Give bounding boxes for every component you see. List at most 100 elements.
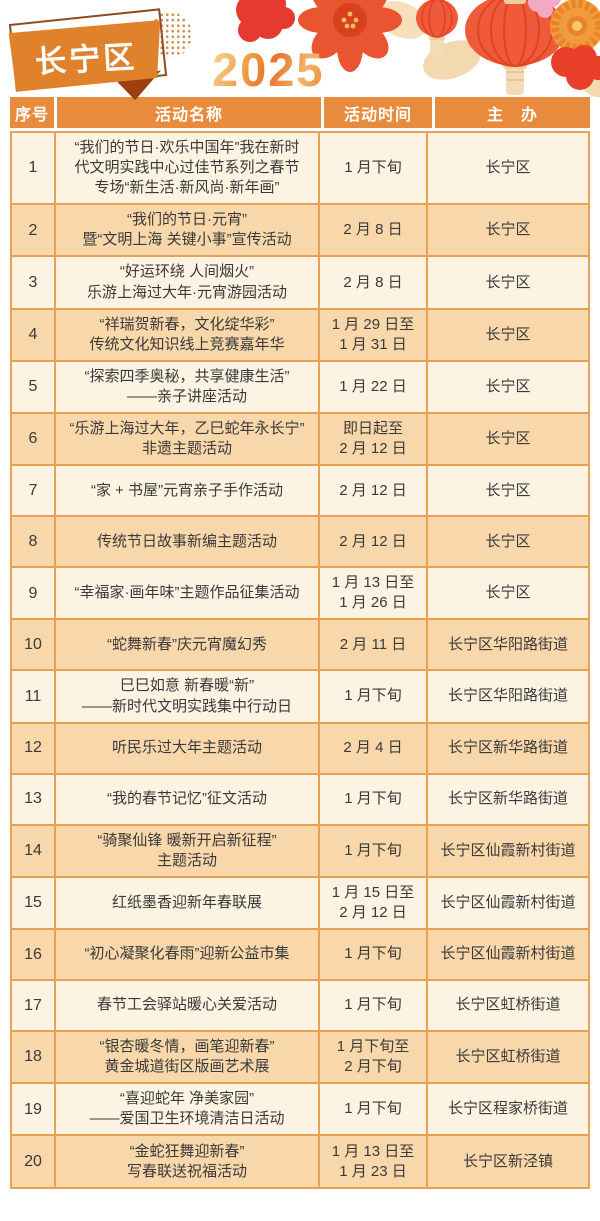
- row-organizer: 长宁区新华路街道: [428, 723, 588, 775]
- row-activity-name: “好运环绕 人间烟火” 乐游上海过大年·元宵游园活动: [56, 257, 320, 310]
- row-activity-time: 1 月下旬: [320, 1084, 428, 1137]
- row-seq: 6: [12, 414, 56, 467]
- header-cell-host: 主 办: [435, 97, 590, 128]
- row-activity-name: “初心凝聚化春雨”迎新公益市集: [56, 929, 320, 981]
- row-activity-name: “探索四季奥秘，共享健康生活” ——亲子讲座活动: [56, 361, 320, 415]
- row-activity-time: 2 月 12 日: [320, 466, 428, 518]
- row-organizer: 长宁区: [428, 257, 588, 310]
- row-activity-time: 1 月下旬: [320, 133, 428, 206]
- row-activity-time: 即日起至 2 月 12 日: [320, 414, 428, 467]
- row-activity-time: 1 月下旬: [320, 825, 428, 878]
- row-seq: 12: [12, 723, 56, 775]
- row-activity-time: 1 月下旬: [320, 929, 428, 981]
- festive-decorations: [225, 0, 600, 102]
- row-activity-name: “银杏暖冬情，画笔迎新春” 黄金城道街区版画艺术展: [56, 1031, 320, 1085]
- row-activity-time: 2 月 12 日: [320, 517, 428, 569]
- row-activity-name: 红纸墨香迎新年春联展: [56, 877, 320, 930]
- row-activity-time: 1 月 22 日: [320, 361, 428, 415]
- row-activity-name: “喜迎蛇年 净美家园” ——爱国卫生环境清洁日活动: [56, 1084, 320, 1137]
- pink-flower-icon: [528, 0, 561, 18]
- row-activity-time: 1 月下旬: [320, 774, 428, 826]
- table-row: 16 “初心凝聚化春雨”迎新公益市集 1 月下旬 长宁区仙霞新村街道: [12, 929, 588, 981]
- row-activity-time: 2 月 8 日: [320, 257, 428, 310]
- row-activity-time: 1 月 13 日至 1 月 23 日: [320, 1136, 428, 1188]
- row-activity-name: “我的春节记忆”征文活动: [56, 774, 320, 826]
- row-activity-name: “乐游上海过大年，乙巳蛇年永长宁” 非遗主题活动: [56, 414, 320, 467]
- row-organizer: 长宁区: [428, 309, 588, 362]
- row-seq: 7: [12, 466, 56, 518]
- row-seq: 19: [12, 1084, 56, 1137]
- row-activity-time: 2 月 11 日: [320, 620, 428, 672]
- row-organizer: 长宁区仙霞新村街道: [428, 877, 588, 930]
- row-seq: 3: [12, 257, 56, 310]
- row-organizer: 长宁区华阳路街道: [428, 671, 588, 724]
- row-organizer: 长宁区: [428, 133, 588, 206]
- row-seq: 17: [12, 980, 56, 1032]
- row-activity-name: “骑聚仙锋 暖新开启新征程” 主题活动: [56, 825, 320, 878]
- row-organizer: 长宁区: [428, 568, 588, 621]
- header-cell-time: 活动时间: [324, 97, 432, 128]
- table-row: 7 “家 + 书屋”元宵亲子手作活动 2 月 12 日 长宁区: [12, 466, 588, 518]
- row-seq: 8: [12, 517, 56, 569]
- row-seq: 4: [12, 309, 56, 362]
- red-cloud-flower-icon: [236, 0, 295, 42]
- table-row: 8 传统节日故事新编主题活动 2 月 12 日 长宁区: [12, 517, 588, 569]
- row-activity-name: 春节工会驿站暖心关爱活动: [56, 980, 320, 1032]
- row-organizer: 长宁区: [428, 414, 588, 467]
- row-seq: 10: [12, 620, 56, 672]
- table-row: 13 “我的春节记忆”征文活动 1 月下旬 长宁区新华路街道: [12, 774, 588, 826]
- header-cell-name: 活动名称: [57, 97, 321, 128]
- row-seq: 14: [12, 825, 56, 878]
- table-row: 2 “我们的节日·元宵” 暨“文明上海 关键小事”宣传活动 2 月 8 日 长宁…: [12, 205, 588, 258]
- row-organizer: 长宁区: [428, 466, 588, 518]
- red-cloud-flower-icon: [551, 45, 600, 90]
- row-activity-time: 2 月 8 日: [320, 205, 428, 258]
- lantern-icon: [465, 0, 565, 95]
- row-seq: 18: [12, 1031, 56, 1085]
- table-row: 1 “我们的节日·欢乐中国年”我在新时 代文明实践中心过佳节系列之春节 专场“新…: [12, 133, 588, 206]
- chrysanthemum-icon: [550, 0, 600, 53]
- row-activity-name: “金蛇狂舞迎新春” 写春联送祝福活动: [56, 1136, 320, 1188]
- row-activity-time: 1 月下旬: [320, 671, 428, 724]
- row-activity-time: 1 月 13 日至 1 月 26 日: [320, 568, 428, 621]
- activities-table: 序号 活动名称 活动时间 主 办 1 “我们的节日·欢乐中国年”我在新时 代文明…: [10, 97, 590, 1190]
- row-activity-name: “我们的节日·欢乐中国年”我在新时 代文明实践中心过佳节系列之春节 专场“新生活…: [56, 133, 320, 206]
- row-activity-time: 1 月 29 日至 1 月 31 日: [320, 309, 428, 362]
- row-seq: 16: [12, 929, 56, 981]
- table-row: 6 “乐游上海过大年，乙巳蛇年永长宁” 非遗主题活动 即日起至 2 月 12 日…: [12, 414, 588, 467]
- row-activity-name: “蛇舞新春”庆元宵魔幻秀: [56, 620, 320, 672]
- table-row: 11 巳巳如意 新春暖“新” ——新时代文明实践集中行动日 1 月下旬 长宁区华…: [12, 671, 588, 724]
- header-cell-seq: 序号: [10, 97, 54, 128]
- row-organizer: 长宁区虹桥街道: [428, 980, 588, 1032]
- table-row: 17 春节工会驿站暖心关爱活动 1 月下旬 长宁区虹桥街道: [12, 980, 588, 1032]
- table-row: 5 “探索四季奥秘，共享健康生活” ——亲子讲座活动 1 月 22 日 长宁区: [12, 361, 588, 415]
- table-row: 18 “银杏暖冬情，画笔迎新春” 黄金城道街区版画艺术展 1 月下旬至 2 月下…: [12, 1031, 588, 1085]
- row-organizer: 长宁区: [428, 361, 588, 415]
- table-row: 14 “骑聚仙锋 暖新开启新征程” 主题活动 1 月下旬 长宁区仙霞新村街道: [12, 825, 588, 878]
- row-activity-time: 1 月 15 日至 2 月 12 日: [320, 877, 428, 930]
- row-seq: 1: [12, 133, 56, 206]
- district-label: 长宁区: [34, 38, 139, 80]
- table-row: 15 红纸墨香迎新年春联展 1 月 15 日至 2 月 12 日 长宁区仙霞新村…: [12, 877, 588, 930]
- peony-flower-icon: [298, 0, 402, 72]
- lantern-icon: [416, 0, 458, 58]
- table-row: 4 “祥瑞贺新春，文化绽华彩” 传统文化知识线上竞赛嘉年华 1 月 29 日至 …: [12, 309, 588, 362]
- row-activity-time: 1 月下旬至 2 月下旬: [320, 1031, 428, 1085]
- row-seq: 20: [12, 1136, 56, 1188]
- row-organizer: 长宁区虹桥街道: [428, 1031, 588, 1085]
- row-activity-name: “我们的节日·元宵” 暨“文明上海 关键小事”宣传活动: [56, 205, 320, 258]
- row-organizer: 长宁区华阳路街道: [428, 620, 588, 672]
- row-organizer: 长宁区: [428, 205, 588, 258]
- table-row: 9 “幸福家·画年味”主题作品征集活动 1 月 13 日至 1 月 26 日 长…: [12, 568, 588, 621]
- table-row: 12 听民乐过大年主题活动 2 月 4 日 长宁区新华路街道: [12, 723, 588, 775]
- table-row: 10 “蛇舞新春”庆元宵魔幻秀 2 月 11 日 长宁区华阳路街道: [12, 620, 588, 672]
- row-seq: 2: [12, 205, 56, 258]
- row-activity-name: “祥瑞贺新春，文化绽华彩” 传统文化知识线上竞赛嘉年华: [56, 309, 320, 362]
- table-row: 20 “金蛇狂舞迎新春” 写春联送祝福活动 1 月 13 日至 1 月 23 日…: [12, 1136, 588, 1188]
- row-seq: 13: [12, 774, 56, 826]
- row-activity-time: 2 月 4 日: [320, 723, 428, 775]
- row-activity-name: “幸福家·画年味”主题作品征集活动: [56, 568, 320, 621]
- row-organizer: 长宁区: [428, 517, 588, 569]
- table-body: 1 “我们的节日·欢乐中国年”我在新时 代文明实践中心过佳节系列之春节 专场“新…: [10, 131, 590, 1190]
